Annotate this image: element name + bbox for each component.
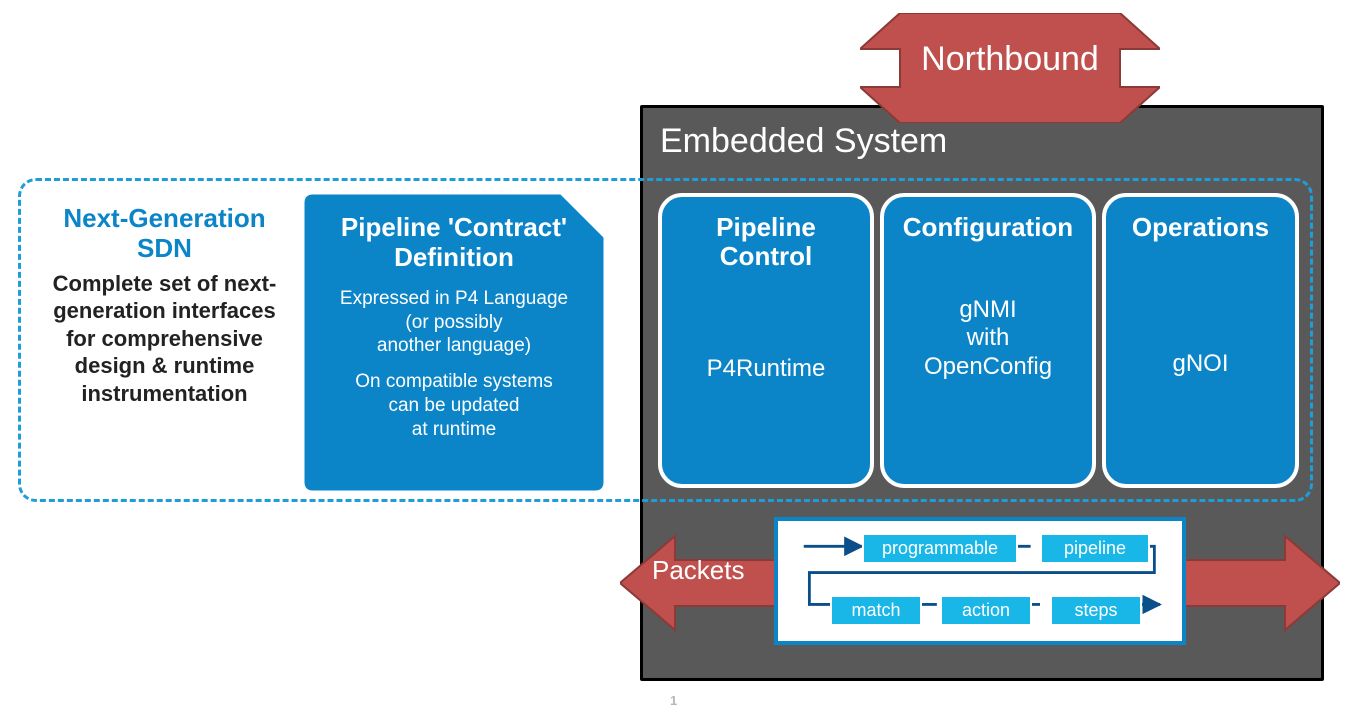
chip-match: match (830, 595, 922, 626)
contract-line4: On compatible systems (355, 371, 552, 392)
operations-title: Operations (1106, 213, 1295, 242)
config-body-l1: gNMI (959, 296, 1016, 323)
contract-title-l1: Pipeline 'Contract' (341, 212, 567, 242)
contract-line2: (or possibly (405, 312, 502, 333)
packets-label: Packets (652, 555, 745, 586)
northbound-label: Northbound (860, 40, 1160, 79)
pipeline-contract-block: Pipeline 'Contract' Definition Expressed… (303, 193, 605, 492)
programmable-pipeline-diagram: programmable pipeline match action steps (774, 517, 1186, 645)
next-gen-sdn-block: Next-Generation SDN Complete set of next… (32, 193, 297, 488)
chip-action: action (940, 595, 1032, 626)
configuration-title: Configuration (884, 213, 1092, 242)
pipeline-control-box: Pipeline Control P4Runtime (658, 193, 874, 488)
operations-box: Operations gNOI (1102, 193, 1299, 488)
pipeline-control-body: P4Runtime (662, 355, 870, 384)
diagram-canvas: Embedded System Northbound Next-Generati… (0, 0, 1356, 706)
contract-line3: another language) (377, 335, 531, 356)
sdn-title-line2: SDN (137, 233, 192, 263)
operations-body: gNOI (1106, 350, 1295, 379)
pipeline-control-title-l1: Pipeline (716, 212, 816, 242)
contract-line6: at runtime (412, 419, 496, 440)
sdn-title-line1: Next-Generation (63, 203, 265, 233)
chip-steps: steps (1050, 595, 1142, 626)
sdn-description: Complete set of next-generation interfac… (43, 270, 286, 408)
configuration-box: Configuration gNMI with OpenConfig (880, 193, 1096, 488)
chip-pipeline: pipeline (1040, 533, 1150, 564)
config-body-l2: with (967, 324, 1010, 351)
embedded-system-title: Embedded System (660, 122, 947, 161)
contract-line5: can be updated (388, 395, 519, 416)
config-body-l3: OpenConfig (924, 353, 1052, 380)
chip-programmable: programmable (862, 533, 1018, 564)
contract-title-l2: Definition (394, 242, 514, 272)
contract-line1: Expressed in P4 Language (340, 288, 568, 309)
pipeline-control-title-l2: Control (720, 241, 812, 271)
